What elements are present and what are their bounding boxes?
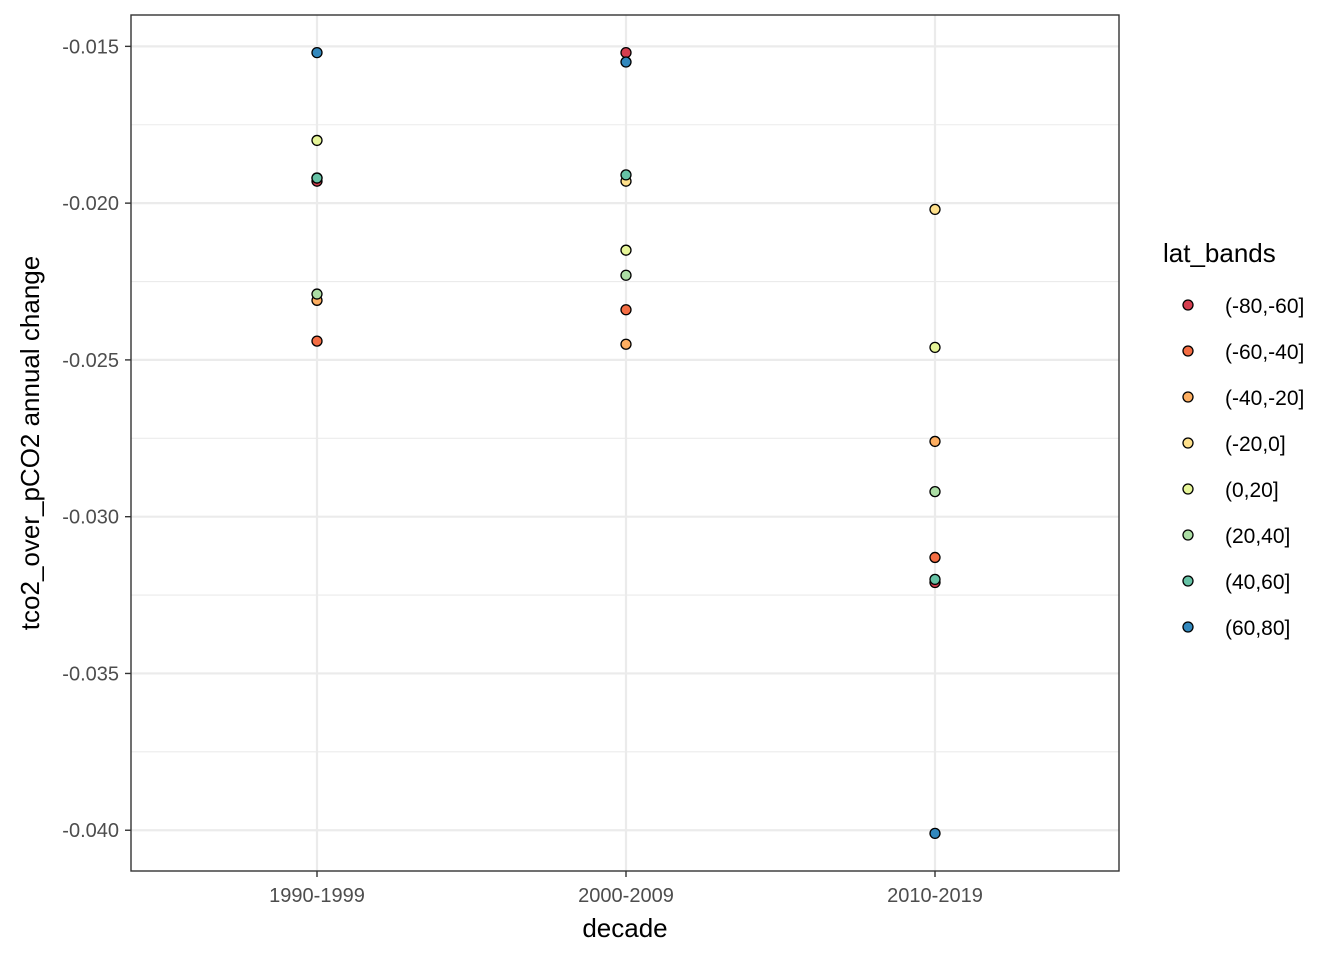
- data-point: [929, 485, 941, 498]
- data-point: [620, 56, 632, 68]
- legend-key: [1182, 299, 1194, 311]
- data-point: [620, 269, 632, 281]
- data-point: [620, 338, 632, 350]
- data-point: [929, 341, 941, 354]
- legend-key: [1182, 391, 1194, 403]
- legend-key: [1182, 575, 1194, 587]
- data-point: [311, 172, 323, 184]
- y-axis: -0.015 -0.020 -0.025 -0.030 -0.035 -0.040: [62, 36, 131, 842]
- legend-key: [1182, 529, 1194, 541]
- legend-label: (40,60]: [1225, 571, 1290, 594]
- x-tick-label: 2000-2009: [578, 885, 674, 907]
- panel-border: [130, 14, 1120, 872]
- plot-panel: [130, 14, 1120, 872]
- data-point: [620, 169, 632, 181]
- data-point: [620, 304, 632, 316]
- legend-label: (0,20]: [1225, 479, 1279, 502]
- y-tick-label: -0.035: [62, 663, 119, 685]
- x-axis-title: decade: [582, 913, 667, 943]
- legend-title: lat_bands: [1163, 238, 1276, 268]
- y-axis-title: tco2_over_pCO2 annual change: [15, 256, 45, 630]
- data-point: [929, 573, 941, 586]
- data-point: [311, 46, 323, 59]
- legend-key: [1182, 621, 1194, 633]
- y-tick-label: -0.030: [62, 507, 119, 529]
- data-point: [311, 335, 323, 347]
- legend-label: (60,80]: [1225, 617, 1290, 640]
- major-gridlines: [131, 15, 1119, 871]
- data-point: [929, 827, 941, 840]
- y-tick-label: -0.020: [62, 193, 119, 215]
- legend-key: [1182, 483, 1194, 495]
- data-points: [311, 46, 941, 840]
- legend-key: [1182, 437, 1194, 449]
- legend-label: (20,40]: [1225, 525, 1290, 548]
- y-tick-label: -0.025: [62, 350, 119, 372]
- data-point: [620, 46, 632, 59]
- legend: lat_bands (-80,-60] (-60,-40] (-40,-20] (-2…: [1163, 238, 1304, 640]
- data-point: [311, 288, 323, 300]
- y-tick-label: -0.040: [62, 820, 119, 842]
- data-point: [620, 244, 632, 256]
- legend-label: (-80,-60]: [1225, 295, 1304, 318]
- x-tick-label: 1990-1999: [269, 885, 365, 907]
- data-point: [311, 134, 323, 147]
- legend-key: [1182, 345, 1194, 357]
- y-tick-label: -0.015: [62, 36, 119, 58]
- data-point: [929, 203, 941, 216]
- x-tick-label: 2010-2019: [887, 885, 983, 907]
- legend-items: (-80,-60] (-60,-40] (-40,-20] (-20,0] (0,20]…: [1182, 295, 1304, 640]
- legend-label: (-60,-40]: [1225, 341, 1304, 364]
- x-axis: 1990-1999 2000-2009 2010-2019: [269, 871, 983, 907]
- legend-label: (-20,0]: [1225, 433, 1286, 456]
- legend-label: (-40,-20]: [1225, 387, 1304, 410]
- data-point: [929, 551, 941, 564]
- data-point: [929, 435, 941, 448]
